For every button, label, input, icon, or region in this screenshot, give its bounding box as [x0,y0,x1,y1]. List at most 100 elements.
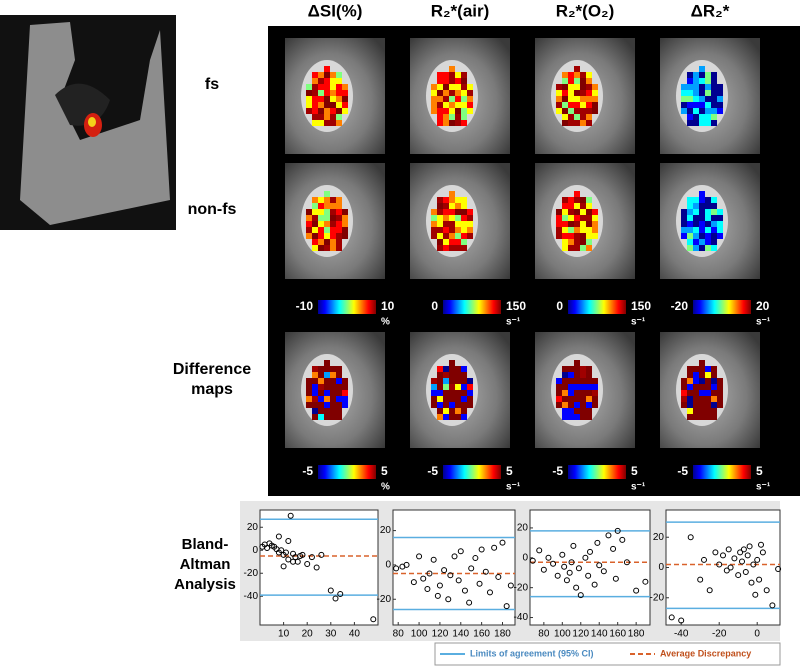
map-pixel [687,384,693,390]
map-pixel [580,408,586,414]
map-pixel [312,215,318,221]
map-pixel [330,221,336,227]
map-pixel [455,402,461,408]
map-pixel [705,390,711,396]
map-pixel [699,245,705,251]
map-pixel [687,414,693,420]
point [370,616,377,623]
y-tick-label: -20 [514,582,529,593]
map-pixel [717,108,723,114]
map-pixel [324,384,330,390]
map-pixel [574,114,580,120]
map-pixel [699,390,705,396]
map-pixel [574,384,580,390]
map-pixel [687,239,693,245]
map-pixel [467,215,473,221]
map-pixel [443,227,449,233]
map-pixel [705,90,711,96]
map-pixel [467,227,473,233]
map-pixel [306,215,312,221]
map-pixel [568,408,574,414]
map-pixel [699,191,705,197]
map-pixel [556,390,562,396]
map-pixel [717,90,723,96]
map-pixel [330,233,336,239]
plot-area [392,509,516,626]
map-pixel [580,108,586,114]
map-pixel [586,120,592,126]
map-pixel [431,215,437,221]
map-pixel [455,78,461,84]
map-pixel [556,90,562,96]
map-pixel [449,402,455,408]
map-pixel [437,120,443,126]
map-pixel [711,233,717,239]
map-pixel [461,384,467,390]
point [287,512,294,519]
map-pixel [336,372,342,378]
map-pixel [562,396,568,402]
map-pixel [443,396,449,402]
map-pixel [449,102,455,108]
map-pixel [443,96,449,102]
y-tick-label: -40 [514,612,529,623]
map-pixel [342,96,348,102]
map-pixel [580,90,586,96]
map-pixel [592,108,598,114]
colorbar-unit: s⁻¹ [756,482,771,493]
map-pixel [467,396,473,402]
map-pixel [562,227,568,233]
map-pixel [437,215,443,221]
map-pixel [312,78,318,84]
map-pixel [312,221,318,227]
point [740,546,747,553]
map-pixel [580,384,586,390]
map-pixel [467,221,473,227]
map-pixel [574,245,580,251]
map-pixel [461,366,467,372]
map-pixel [324,215,330,221]
point [561,563,568,570]
map-pixel [449,66,455,72]
map-pixel [568,114,574,120]
map-pixel [711,90,717,96]
map-pixel [443,245,449,251]
map-pixel [342,108,348,114]
map-pixel [586,233,592,239]
map-pixel [318,233,324,239]
map-pixel [705,203,711,209]
map-pixel [705,215,711,221]
map-pixel [699,402,705,408]
map-pixel [556,209,562,215]
map-pixel [580,227,586,233]
map-pixel [705,366,711,372]
map-pixel [699,78,705,84]
map-pixel [562,120,568,126]
point [712,549,719,556]
colorbar-max: 5 [631,464,638,478]
colorbar-min: -5 [302,464,313,478]
map-pixel [342,221,348,227]
map-pixel [443,366,449,372]
colorbar [693,465,751,479]
map-pixel [306,396,312,402]
colorbar-min: -5 [677,464,688,478]
map-pixel [586,72,592,78]
map-pixel [586,390,592,396]
map-pixel [574,72,580,78]
map-pixel [568,72,574,78]
point [605,532,612,539]
map-pixel [324,233,330,239]
map-pixel [586,245,592,251]
map-pixel [461,197,467,203]
map-pixel [437,414,443,420]
map-pixel [592,390,598,396]
map-pixel [693,90,699,96]
point [570,542,577,549]
colorbar-max: 5 [506,464,513,478]
point [727,564,734,571]
map-pixel [699,90,705,96]
map-pixel [681,384,687,390]
map-pixel [592,96,598,102]
map-pixel [687,102,693,108]
